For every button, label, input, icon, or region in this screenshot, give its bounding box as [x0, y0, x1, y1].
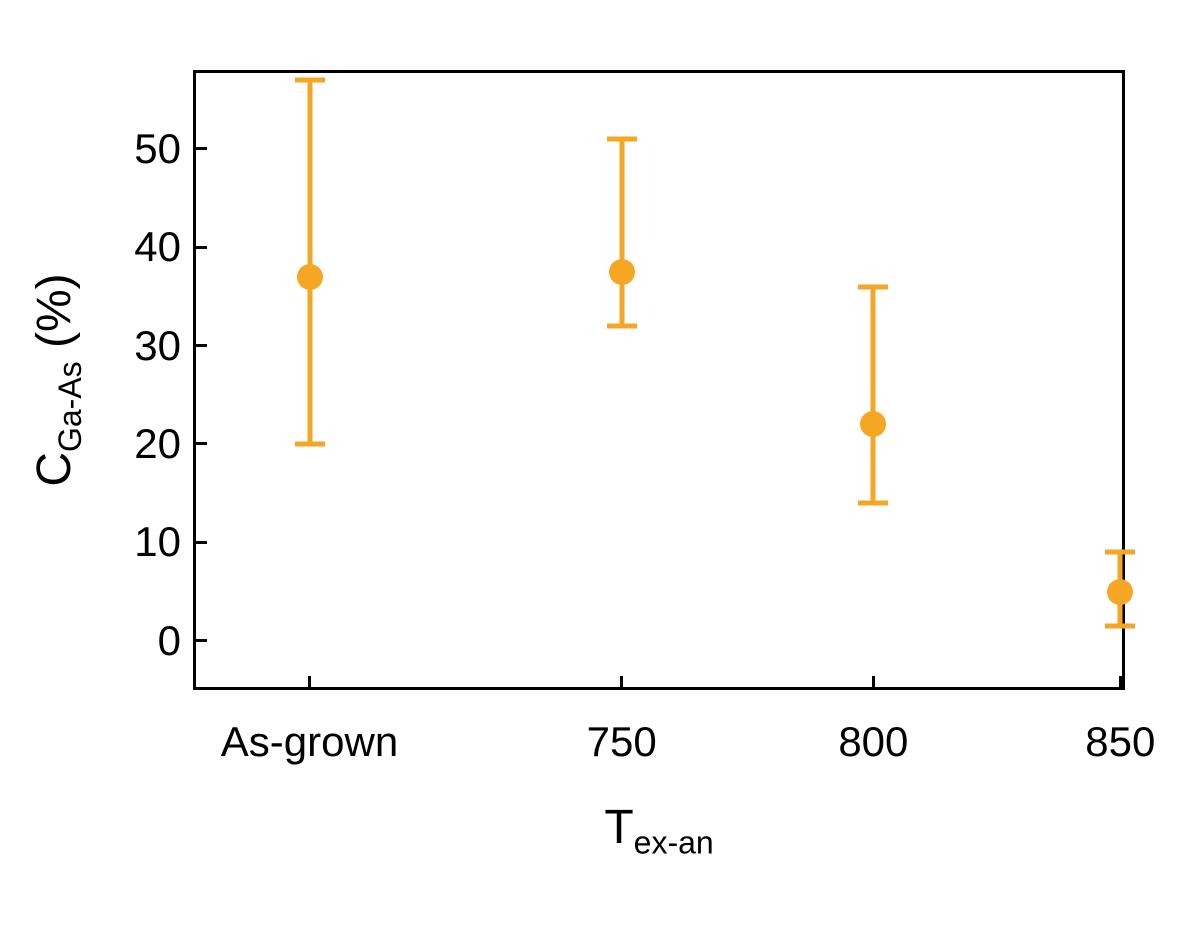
y-tick — [193, 147, 207, 150]
x-tick — [872, 676, 875, 690]
x-tick — [1119, 676, 1122, 690]
x-tick-label: 800 — [838, 718, 908, 766]
error-cap-bottom — [295, 441, 325, 446]
y-tick — [193, 344, 207, 347]
data-point — [609, 259, 635, 285]
y-axis-title-main: C — [28, 452, 81, 487]
x-tick — [620, 676, 623, 690]
error-cap-bottom — [1105, 624, 1135, 629]
error-cap-bottom — [858, 501, 888, 506]
x-tick-label: 750 — [587, 718, 657, 766]
y-tick — [193, 246, 207, 249]
y-tick-label: 0 — [158, 617, 181, 665]
data-point — [1107, 579, 1133, 605]
error-cap-top — [607, 136, 637, 141]
x-tick — [308, 676, 311, 690]
y-tick — [193, 442, 207, 445]
error-bar — [307, 80, 312, 444]
y-tick-label: 30 — [134, 322, 181, 370]
x-tick-label: 850 — [1085, 718, 1155, 766]
error-cap-top — [295, 77, 325, 82]
y-axis-title: CGa-As (%) — [27, 273, 89, 486]
data-point — [297, 264, 323, 290]
plot-area — [193, 70, 1125, 690]
y-tick-label: 40 — [134, 223, 181, 271]
error-cap-bottom — [607, 323, 637, 328]
x-axis-title-sub: ex-an — [634, 825, 714, 861]
y-tick-label: 10 — [134, 518, 181, 566]
y-tick-label: 50 — [134, 125, 181, 173]
y-tick — [193, 541, 207, 544]
y-tick — [193, 639, 207, 642]
error-cap-top — [1105, 550, 1135, 555]
error-bar — [871, 287, 876, 504]
x-axis-title-main: T — [604, 801, 633, 854]
x-tick-label: As-grown — [221, 718, 398, 766]
chart-container: CGa-As (%) Tex-an 0 10 20 30 40 50 As-grown 750… — [0, 0, 1181, 937]
y-axis-title-sub: Ga-As — [52, 361, 88, 452]
data-point — [860, 411, 886, 437]
y-axis-title-suffix: (%) — [28, 273, 81, 361]
error-bar — [619, 139, 624, 326]
error-cap-top — [858, 284, 888, 289]
y-tick-label: 20 — [134, 420, 181, 468]
x-axis-title: Tex-an — [604, 800, 713, 862]
